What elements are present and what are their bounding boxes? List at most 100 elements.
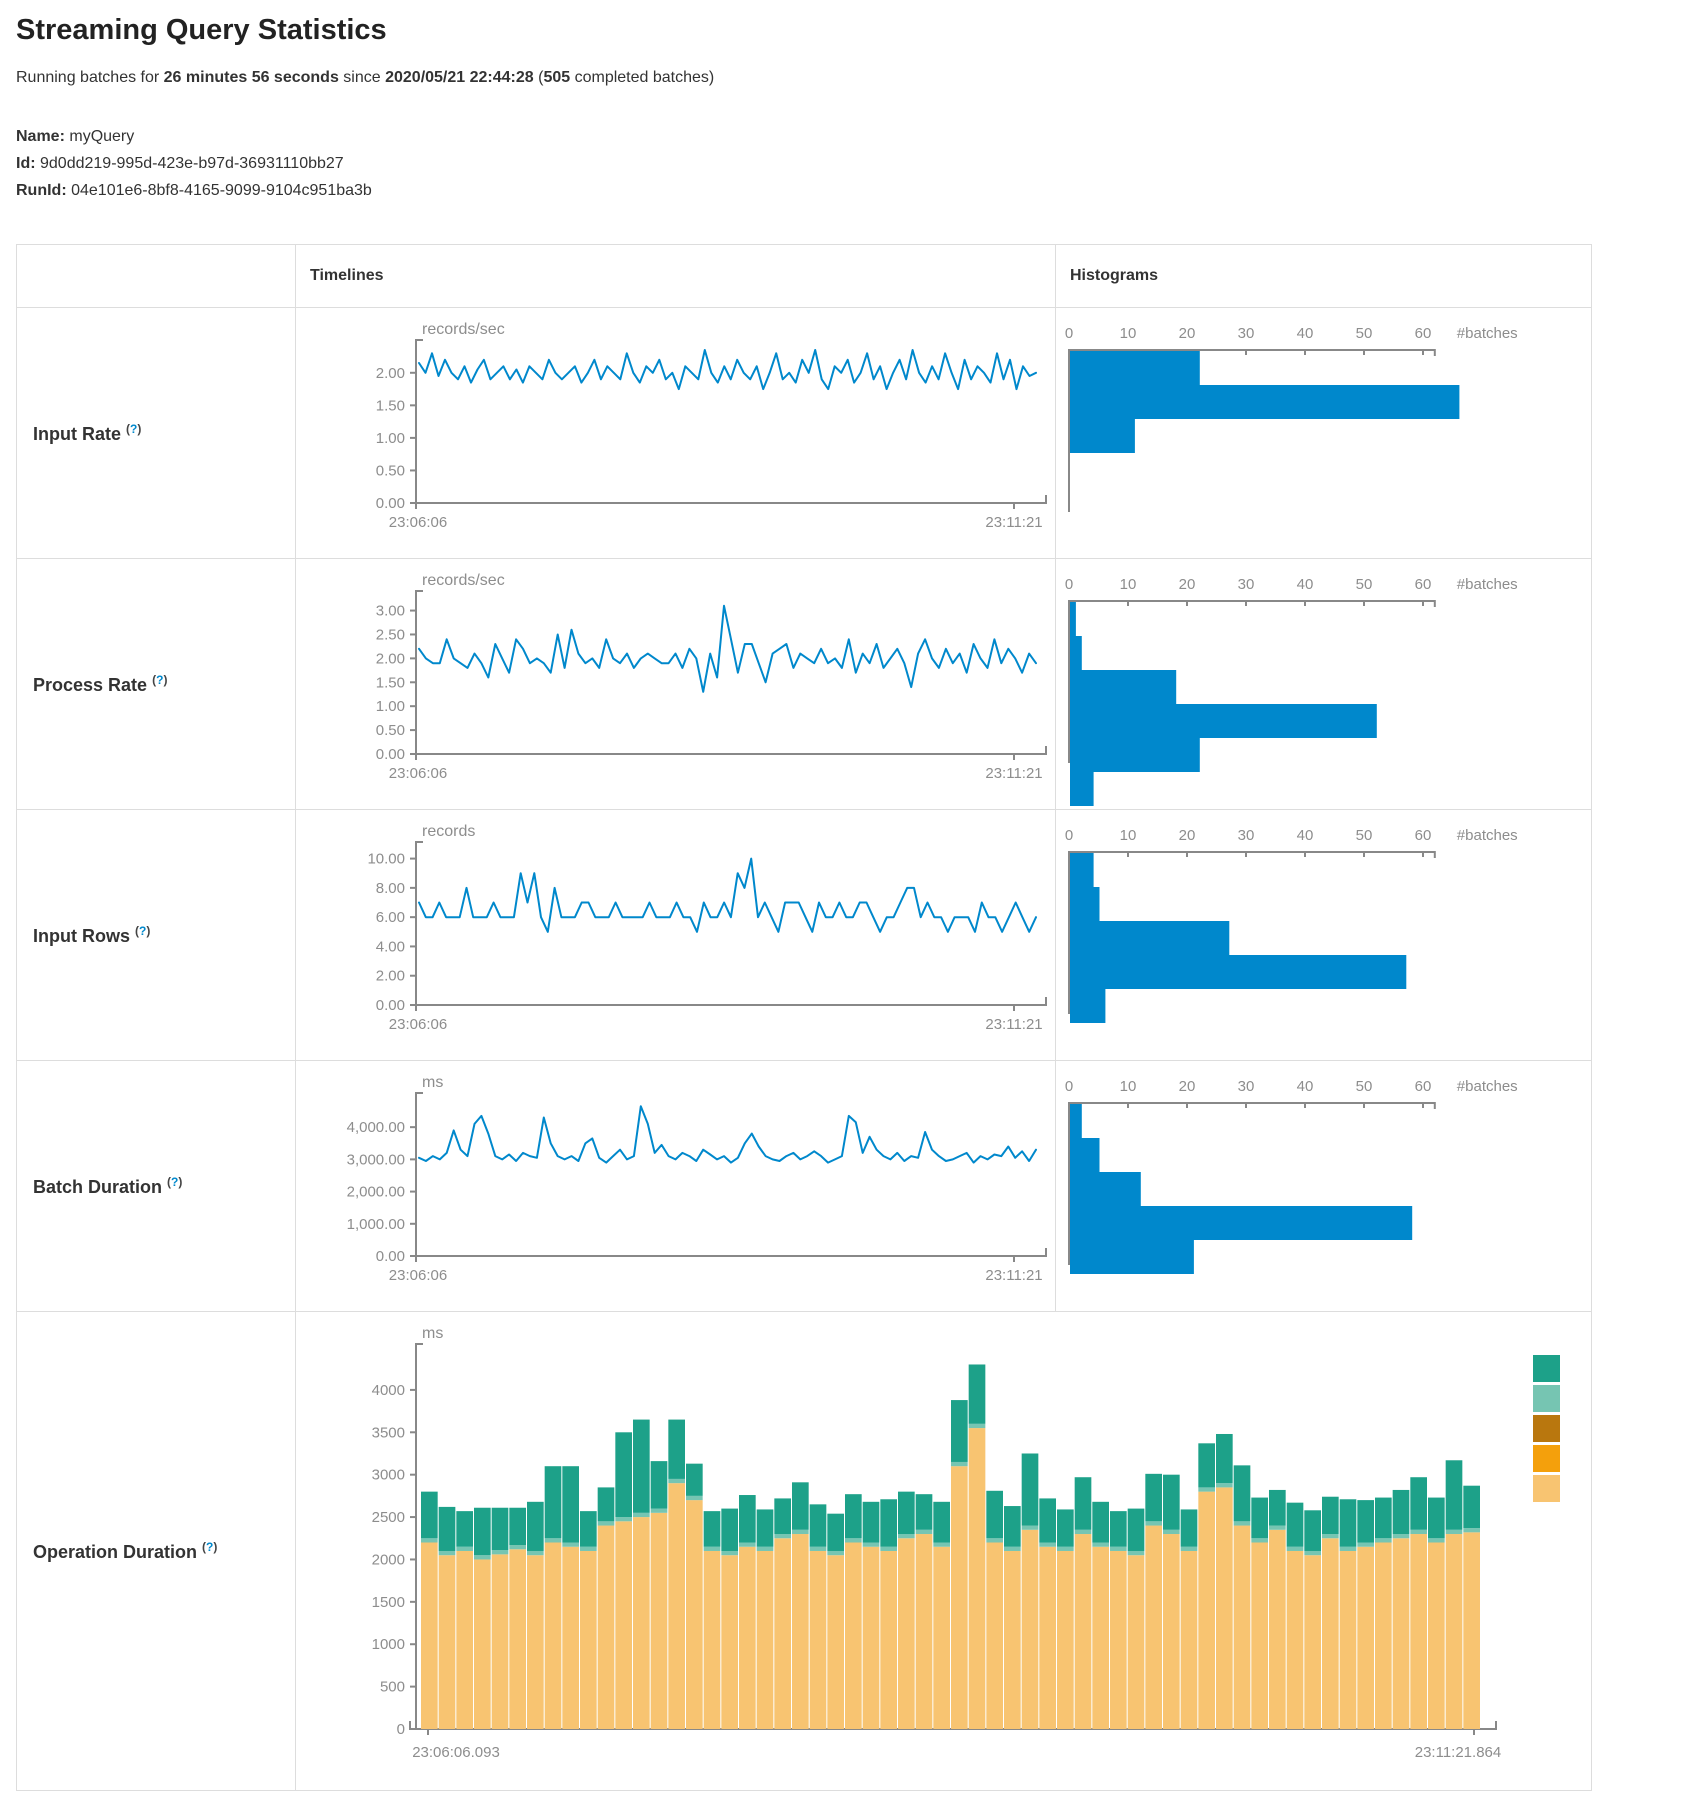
- svg-text:#batches: #batches: [1457, 576, 1518, 593]
- svg-text:2.00: 2.00: [376, 650, 405, 667]
- svg-text:2.00: 2.00: [376, 365, 405, 382]
- query-metadata: Name: myQuery Id: 9d0dd219-995d-423e-b97…: [16, 123, 1693, 204]
- svg-text:4000: 4000: [372, 1382, 405, 1399]
- svg-text:23:06:06: 23:06:06: [389, 1267, 447, 1284]
- svg-text:20: 20: [1179, 325, 1196, 342]
- input-rows-histogram-chart: 0 10 20 30 40 50 60 #batches: [1065, 827, 1518, 1023]
- svg-text:10: 10: [1120, 1078, 1137, 1095]
- svg-text:0: 0: [1065, 827, 1073, 844]
- start-time: 2020/05/21 22:44:28: [385, 69, 534, 86]
- operation-duration-label: Operation Duration (?): [16, 1311, 296, 1791]
- running-batches-summary: Running batches for 26 minutes 56 second…: [16, 69, 715, 86]
- svg-text:23:06:06: 23:06:06: [389, 514, 447, 531]
- operation-duration-stacked-chart: ms 4000 3500 3000 2500 2000 1500 1000 500 0 23:06:…: [372, 1325, 1560, 1761]
- svg-text:60: 60: [1415, 827, 1432, 844]
- svg-text:ms: ms: [422, 1325, 443, 1342]
- svg-text:50: 50: [1356, 325, 1373, 342]
- svg-text:40: 40: [1297, 325, 1314, 342]
- svg-text:2,000.00: 2,000.00: [347, 1184, 405, 1201]
- svg-text:40: 40: [1297, 827, 1314, 844]
- process-rate-histogram-chart: 0 10 20 30 40 50 60 #batches: [1065, 576, 1518, 806]
- input-rows-timeline-chart: records 10.00 8.00 6.00 4.00 2.00 0.00 23:06:06…: [367, 823, 1047, 1033]
- input-rate-timeline-chart: records/sec 2.00 1.50 1.00 0.50 0.00 23:06:06 2…: [376, 321, 1047, 531]
- timelines-column-header: Timelines: [295, 244, 1056, 308]
- svg-text:50: 50: [1356, 576, 1373, 593]
- svg-text:records/sec: records/sec: [422, 321, 505, 338]
- query-name-row: Name: myQuery: [16, 128, 135, 145]
- running-duration: 26 minutes 56 seconds: [163, 69, 339, 86]
- svg-text:3,000.00: 3,000.00: [347, 1151, 405, 1168]
- svg-text:60: 60: [1415, 1078, 1432, 1095]
- svg-text:40: 40: [1297, 576, 1314, 593]
- table-header-row: Timelines Histograms: [16, 244, 1592, 308]
- svg-text:4,000.00: 4,000.00: [347, 1119, 405, 1136]
- svg-text:ms: ms: [422, 1074, 443, 1091]
- svg-text:3000: 3000: [372, 1467, 405, 1484]
- svg-text:50: 50: [1356, 827, 1373, 844]
- input-rate-histogram-chart: 0 10 20 30 40 50 60 #batches: [1065, 325, 1518, 512]
- query-runid-row: RunId: 04e101e6-8bf8-4165-9099-9104c951b…: [16, 182, 372, 199]
- svg-text:23:06:06: 23:06:06: [389, 1016, 447, 1033]
- svg-text:1000: 1000: [372, 1636, 405, 1653]
- svg-text:23:11:21: 23:11:21: [985, 765, 1042, 782]
- svg-text:500: 500: [380, 1679, 405, 1696]
- svg-text:30: 30: [1238, 576, 1255, 593]
- batch-duration-timeline-chart: ms 4,000.00 3,000.00 2,000.00 1,000.00 0.00 23…: [347, 1074, 1047, 1284]
- process-rate-label: Process Rate (?): [16, 558, 296, 810]
- svg-text:10: 10: [1120, 576, 1137, 593]
- input-rate-row: Input Rate (?) records/sec 2.00 1.50 1.00 0.…: [16, 307, 1592, 559]
- input-rows-help-icon[interactable]: (?): [135, 923, 151, 938]
- svg-text:0.00: 0.00: [376, 997, 405, 1014]
- input-rows-row: Input Rows (?) records 10.00 8.00 6.00 4.00 2…: [16, 809, 1592, 1061]
- svg-text:23:11:21.864: 23:11:21.864: [1415, 1744, 1501, 1761]
- svg-text:#batches: #batches: [1457, 325, 1518, 342]
- svg-text:1,000.00: 1,000.00: [347, 1216, 405, 1233]
- svg-text:23:06:06.093: 23:06:06.093: [412, 1744, 500, 1761]
- svg-text:3500: 3500: [372, 1424, 405, 1441]
- process-rate-help-icon[interactable]: (?): [152, 672, 168, 687]
- svg-text:0: 0: [397, 1721, 405, 1738]
- svg-text:records/sec: records/sec: [422, 572, 505, 589]
- query-name-value: myQuery: [69, 128, 135, 145]
- svg-text:20: 20: [1179, 1078, 1196, 1095]
- query-id-row: Id: 9d0dd219-995d-423e-b97d-36931110bb27: [16, 155, 344, 172]
- operation-duration-help-icon[interactable]: (?): [202, 1539, 218, 1554]
- svg-text:0: 0: [1065, 1078, 1073, 1095]
- svg-text:2500: 2500: [372, 1509, 405, 1526]
- svg-text:6.00: 6.00: [376, 909, 405, 926]
- svg-text:0: 0: [1065, 325, 1073, 342]
- histograms-column-header: Histograms: [1055, 244, 1592, 308]
- svg-text:60: 60: [1415, 576, 1432, 593]
- svg-text:23:11:21: 23:11:21: [985, 514, 1042, 531]
- svg-text:30: 30: [1238, 1078, 1255, 1095]
- svg-text:1.50: 1.50: [376, 674, 405, 691]
- input-rate-help-icon[interactable]: (?): [126, 421, 142, 436]
- svg-text:60: 60: [1415, 325, 1432, 342]
- statistics-table: Timelines Histograms Input Rate (?) reco…: [16, 244, 1592, 1791]
- svg-text:10.00: 10.00: [367, 851, 405, 868]
- svg-text:#batches: #batches: [1457, 827, 1518, 844]
- batch-duration-help-icon[interactable]: (?): [167, 1174, 183, 1189]
- svg-text:#batches: #batches: [1457, 1078, 1518, 1095]
- completed-batches-count: 505: [543, 69, 571, 86]
- svg-text:2.50: 2.50: [376, 626, 405, 643]
- svg-text:10: 10: [1120, 827, 1137, 844]
- svg-text:20: 20: [1179, 827, 1196, 844]
- page-title: Streaming Query Statistics: [16, 14, 387, 46]
- svg-text:40: 40: [1297, 1078, 1314, 1095]
- svg-text:0.50: 0.50: [376, 722, 405, 739]
- svg-text:8.00: 8.00: [376, 880, 405, 897]
- svg-text:50: 50: [1356, 1078, 1373, 1095]
- svg-text:records: records: [422, 823, 475, 840]
- svg-text:1.00: 1.00: [376, 430, 405, 447]
- svg-text:0: 0: [1065, 576, 1073, 593]
- svg-text:1.50: 1.50: [376, 397, 405, 414]
- svg-text:2.00: 2.00: [376, 968, 405, 985]
- svg-text:0.00: 0.00: [376, 495, 405, 512]
- input-rate-label: Input Rate (?): [16, 307, 296, 559]
- process-rate-row: Process Rate (?) records/sec 3.00 2.50 2.00…: [16, 558, 1592, 810]
- batch-duration-label: Batch Duration (?): [16, 1060, 296, 1312]
- svg-text:0.00: 0.00: [376, 1248, 405, 1265]
- batch-duration-histogram-chart: 0 10 20 30 40 50 60 #batches: [1065, 1078, 1518, 1274]
- svg-text:4.00: 4.00: [376, 938, 405, 955]
